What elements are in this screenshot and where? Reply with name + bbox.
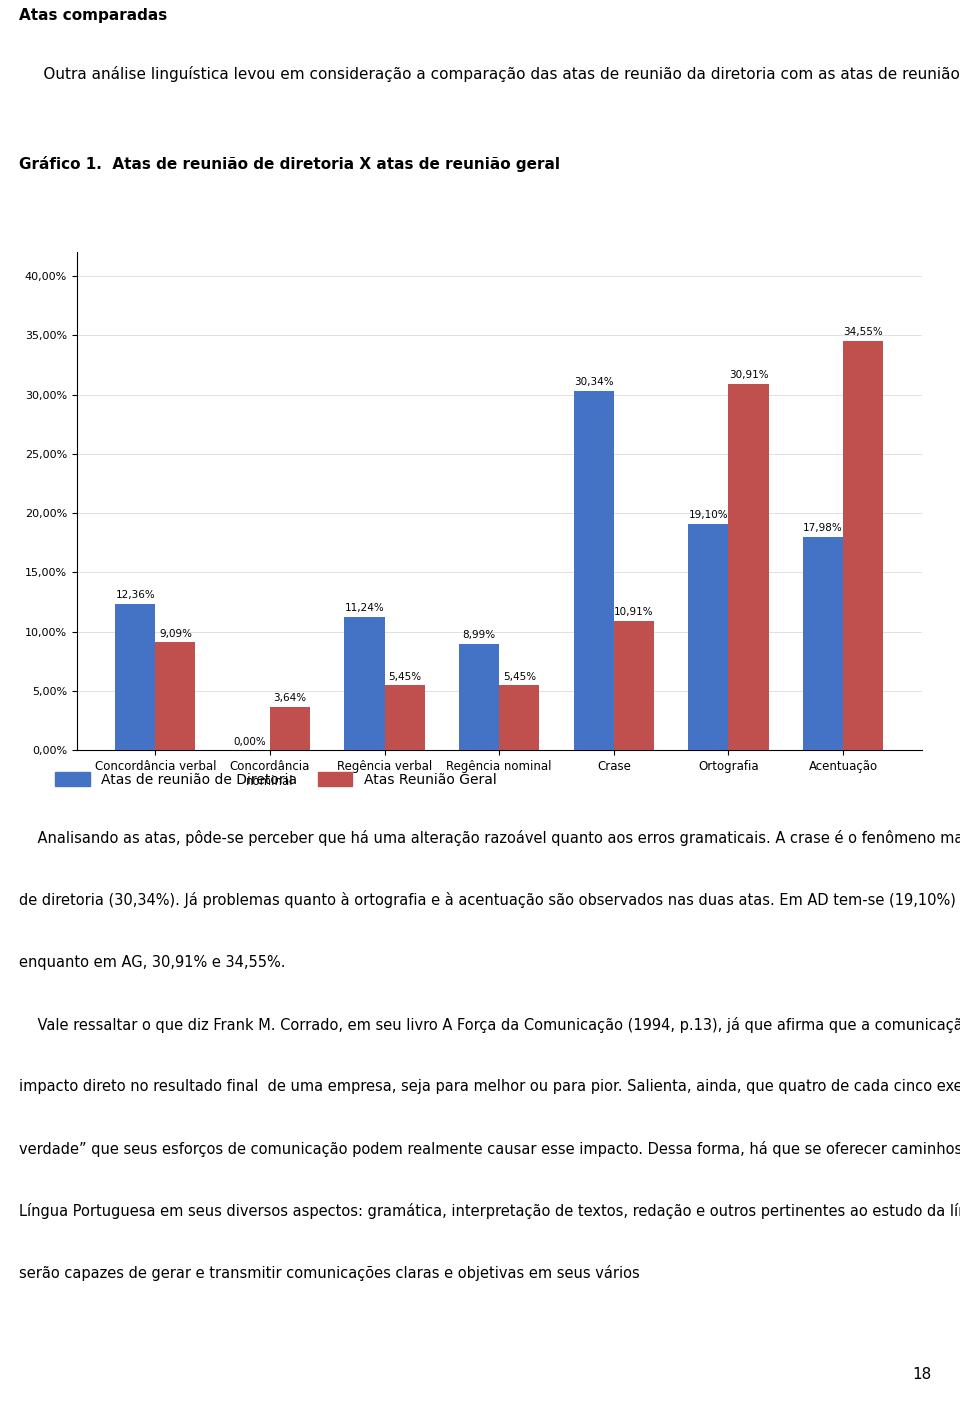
Bar <box>156 642 196 750</box>
Text: Gráfico 1.  Atas de reunião de diretoria X atas de reunião geral: Gráfico 1. Atas de reunião de diretoria … <box>19 157 561 172</box>
Bar <box>843 341 883 750</box>
Text: 12,36%: 12,36% <box>115 590 156 600</box>
Bar <box>688 524 729 750</box>
Bar <box>499 686 540 750</box>
Text: enquanto em AG, 30,91% e 34,55%.: enquanto em AG, 30,91% e 34,55%. <box>19 955 286 970</box>
Bar <box>270 707 310 750</box>
Bar <box>115 604 156 750</box>
Text: Vale ressaltar o que diz Frank M. Corrado, em seu livro A Força da Comunicação (: Vale ressaltar o que diz Frank M. Corrad… <box>19 1016 960 1033</box>
Text: 10,91%: 10,91% <box>614 607 654 617</box>
Text: 34,55%: 34,55% <box>843 327 883 336</box>
Text: 3,64%: 3,64% <box>274 694 306 704</box>
Bar <box>385 686 424 750</box>
Text: Outra análise linguística levou em consideração a comparação das atas de reunião: Outra análise linguística levou em consi… <box>19 66 960 81</box>
Text: 30,91%: 30,91% <box>729 370 768 380</box>
Text: verdade” que seus esforços de comunicação podem realmente causar esse impacto. D: verdade” que seus esforços de comunicaçã… <box>19 1141 960 1157</box>
Bar <box>729 384 769 750</box>
Text: Atas comparadas: Atas comparadas <box>19 7 167 22</box>
Text: impacto direto no resultado final  de uma empresa, seja para melhor ou para pior: impacto direto no resultado final de uma… <box>19 1078 960 1094</box>
Text: 30,34%: 30,34% <box>574 377 613 387</box>
Bar <box>803 537 843 750</box>
Text: Língua Portuguesa em seus diversos aspectos: gramática, interpretação de textos,: Língua Portuguesa em seus diversos aspec… <box>19 1203 960 1218</box>
Text: 19,10%: 19,10% <box>688 510 729 520</box>
Text: serão capazes de gerar e transmitir comunicações claras e objetivas em seus vári: serão capazes de gerar e transmitir comu… <box>19 1265 640 1281</box>
Text: 9,09%: 9,09% <box>158 628 192 639</box>
Text: Analisando as atas, pôde-se perceber que há uma alteração razoável quanto aos er: Analisando as atas, pôde-se perceber que… <box>19 830 960 847</box>
Text: de diretoria (30,34%). Já problemas quanto à ortografia e à acentuação são obser: de diretoria (30,34%). Já problemas quan… <box>19 893 960 908</box>
Text: 5,45%: 5,45% <box>388 672 421 681</box>
Text: 8,99%: 8,99% <box>463 629 495 639</box>
Bar <box>613 621 654 750</box>
Text: 18: 18 <box>912 1367 931 1382</box>
Text: 11,24%: 11,24% <box>345 603 384 613</box>
Text: 17,98%: 17,98% <box>804 523 843 533</box>
Bar <box>345 617 385 750</box>
Bar <box>574 391 613 750</box>
Legend: Atas de reunião de Diretoria, Atas Reunião Geral: Atas de reunião de Diretoria, Atas Reuni… <box>55 773 496 787</box>
Text: 5,45%: 5,45% <box>503 672 536 681</box>
Text: 0,00%: 0,00% <box>233 736 266 746</box>
Bar <box>459 644 499 750</box>
